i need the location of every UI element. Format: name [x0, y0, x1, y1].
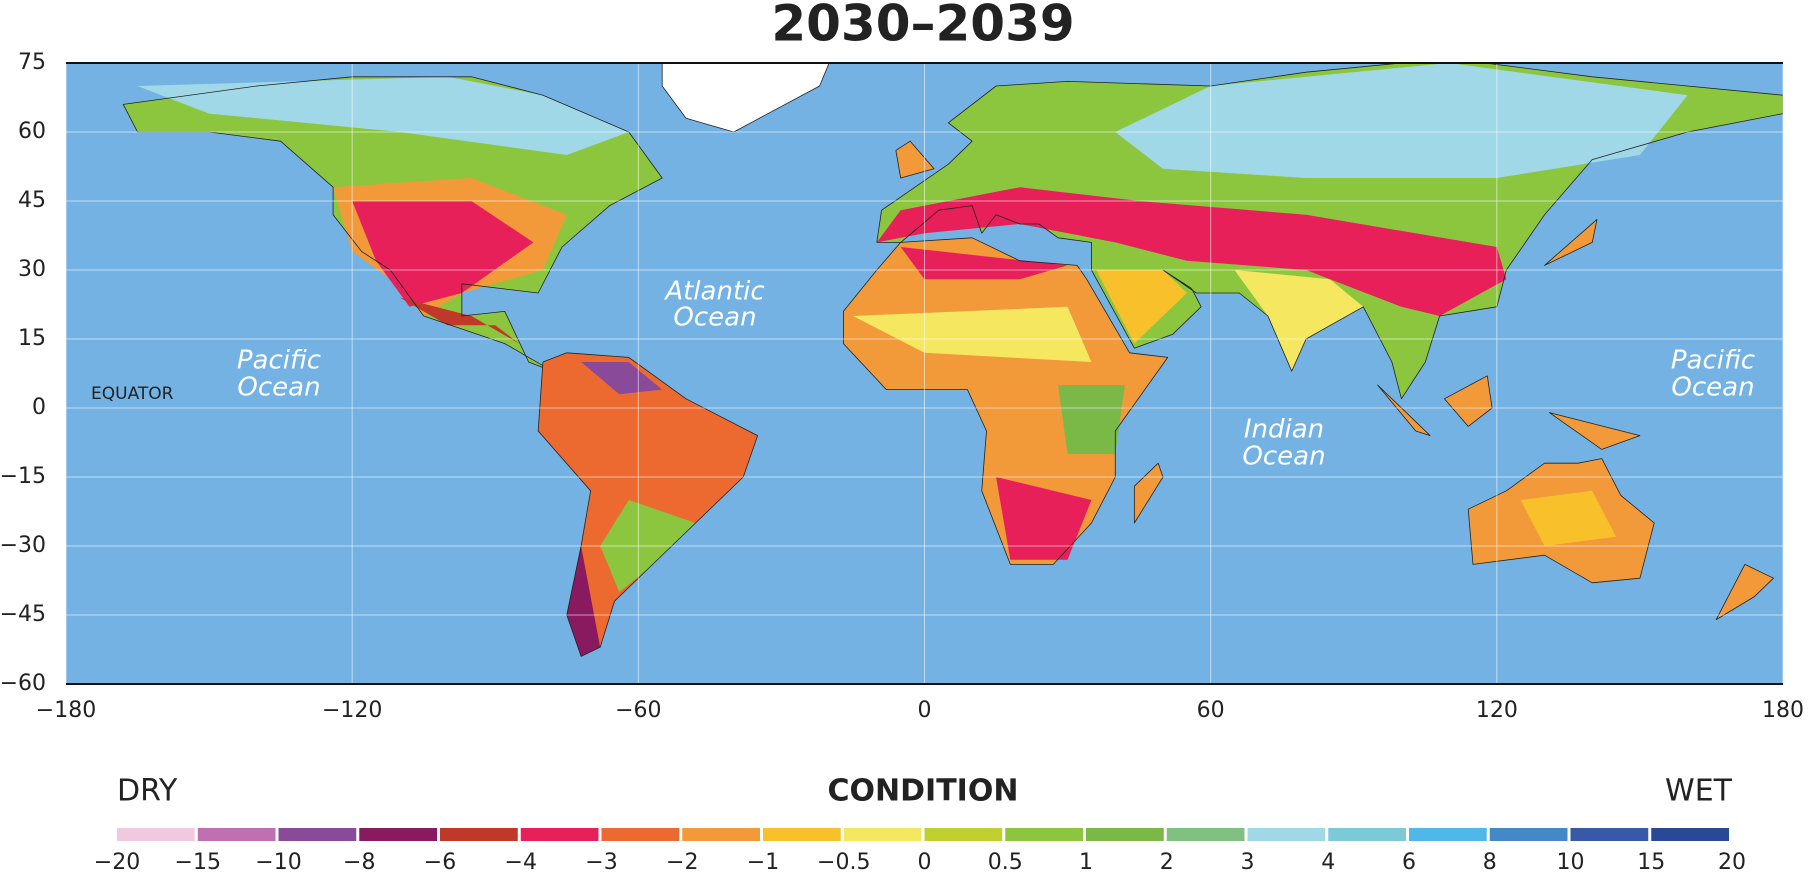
legend-tick-label: −20	[94, 850, 140, 875]
land-area	[538, 352, 758, 657]
land-area	[1520, 490, 1617, 546]
legend-tick-label: −6	[424, 850, 456, 875]
y-tick-label: −45	[0, 602, 46, 627]
ocean-label: Indian	[1244, 415, 1324, 445]
x-tick-label: 120	[1476, 698, 1518, 723]
legend-tick-label: −0.5	[817, 850, 870, 875]
grid	[65, 62, 1784, 685]
land-area	[566, 546, 601, 657]
ocean-label: Pacific	[1671, 346, 1755, 376]
legend-swatch	[1328, 828, 1406, 841]
coastline	[1544, 218, 1598, 266]
x-tick-label: 60	[1197, 698, 1225, 723]
legend-swatch	[520, 828, 599, 841]
land-area	[399, 297, 520, 344]
legend-swatch	[117, 828, 195, 841]
legend-tick-label: 0	[918, 850, 932, 875]
legend-tick-label: 6	[1402, 850, 1416, 875]
legend-swatch	[1409, 828, 1487, 841]
coastline	[1133, 462, 1164, 524]
legend-swatch	[1086, 828, 1164, 841]
x-tick-label: −120	[322, 698, 382, 723]
x-tick-label: −60	[615, 698, 661, 723]
legend-swatch	[843, 828, 922, 841]
y-tick-label: −30	[0, 533, 46, 558]
coastline	[1467, 458, 1655, 584]
legend-tick-label: −4	[505, 850, 537, 875]
ocean-label: Pacific	[237, 346, 321, 376]
legend-tick-label: 3	[1241, 850, 1255, 875]
coastline	[1715, 564, 1774, 620]
legend-swatch	[1651, 828, 1729, 841]
land-area	[581, 362, 663, 395]
legend-tick-label: −3	[585, 850, 617, 875]
legend-tick-label: 0.5	[988, 850, 1023, 875]
legend-tick-label: −15	[175, 850, 221, 875]
legend-swatch	[924, 828, 1003, 841]
land-area	[137, 76, 629, 155]
legend-swatch	[1570, 828, 1649, 841]
ocean-label: Atlantic	[663, 277, 764, 307]
x-tick-label: −180	[36, 698, 96, 723]
coastline	[537, 352, 758, 657]
legend-tick-label: −2	[666, 850, 698, 875]
land-area	[876, 187, 1507, 316]
land-area	[1234, 270, 1364, 372]
legend-swatch	[359, 828, 437, 841]
legend-tick-label: 1	[1079, 850, 1093, 875]
legend-tick-label: 4	[1321, 850, 1335, 875]
coastline	[1548, 412, 1641, 450]
legend-swatch	[197, 828, 276, 841]
legend-wet: WET	[1665, 774, 1733, 809]
legend-swatch	[682, 828, 760, 841]
legend-tick-label: 2	[1160, 850, 1174, 875]
y-tick-label: 75	[18, 50, 46, 75]
legend-tick-label: −10	[255, 850, 301, 875]
legend-tick-label: 20	[1718, 850, 1746, 875]
legend-swatch	[1489, 828, 1568, 841]
y-tick-label: −15	[0, 464, 46, 489]
ocean-label: Ocean	[673, 303, 756, 333]
coastline	[122, 76, 663, 372]
land-area	[1058, 385, 1125, 454]
y-tick-label: 30	[18, 257, 46, 282]
coastline	[843, 237, 1169, 565]
legend-swatch	[1005, 828, 1083, 841]
legend-swatch	[278, 828, 357, 841]
legend-tick-label: 10	[1557, 850, 1585, 875]
land-area	[1115, 63, 1688, 178]
y-tick-label: 45	[18, 188, 46, 213]
x-tick-label: 0	[918, 698, 932, 723]
legend-swatch	[1247, 828, 1326, 841]
land-area	[1096, 270, 1187, 344]
x-tick-label: 180	[1762, 698, 1804, 723]
legend-dry: DRY	[117, 774, 178, 809]
legend-swatch	[763, 828, 841, 841]
legend-swatch	[601, 828, 680, 841]
coastline	[876, 63, 1783, 400]
land-area	[900, 247, 1068, 280]
legend-tick-label: −8	[343, 850, 375, 875]
y-tick-label: −60	[0, 671, 46, 696]
land-area	[996, 477, 1092, 560]
legend-title: CONDITION	[828, 774, 1019, 809]
chart-title: 2030–2039	[771, 0, 1074, 53]
y-tick-label: 60	[18, 119, 46, 144]
legend-tick-label: −1	[747, 850, 779, 875]
y-tick-label: 0	[32, 395, 46, 420]
land-area	[852, 306, 1092, 362]
y-tick-label: 15	[18, 326, 46, 351]
legend-swatch	[440, 828, 518, 841]
legend-tick-label: 8	[1483, 850, 1497, 875]
ocean-label: Ocean	[1671, 373, 1754, 403]
ocean-label: Ocean	[237, 373, 320, 403]
equator-label: EQUATOR	[91, 384, 174, 404]
ocean-label: Ocean	[1242, 442, 1325, 472]
legend-tick-label: 15	[1637, 850, 1665, 875]
legend-swatch	[1166, 828, 1245, 841]
